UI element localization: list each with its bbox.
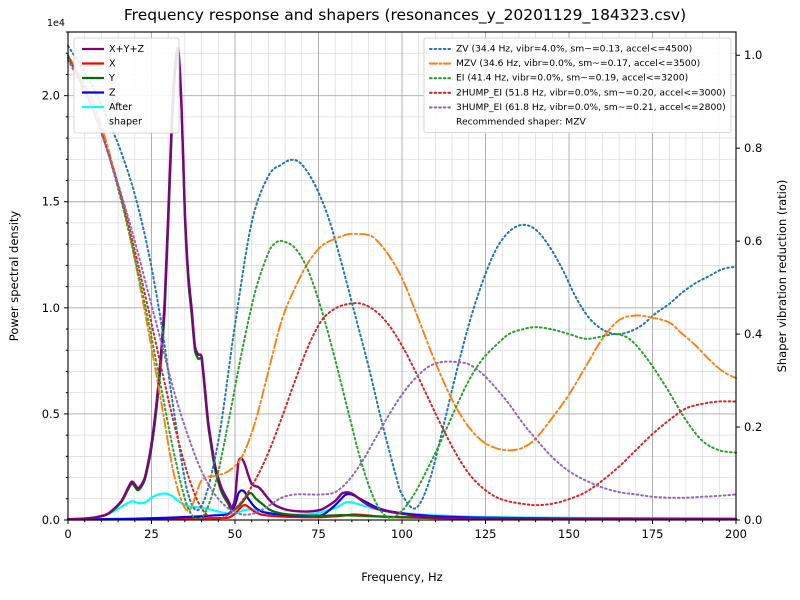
legend-left-label: X+Y+Z — [109, 44, 145, 55]
y-tick-label: 1.0 — [42, 301, 60, 315]
y-tick-label-right: 0.2 — [744, 420, 762, 434]
x-axis-label: Frequency, Hz — [361, 570, 442, 584]
shaper-curves-layer — [67, 44, 737, 521]
legend-left[interactable]: X+Y+Z XYZ After shaper — [73, 37, 180, 134]
x-tick-label: 0 — [64, 527, 71, 541]
y-axis-label-right: Shaper vibration reduction (ratio) — [775, 180, 789, 373]
legend-left-label: After — [109, 102, 132, 113]
y-tick-label-right: 0.4 — [744, 327, 762, 341]
legend-right-box — [423, 37, 732, 133]
y-tick-label: 0.5 — [42, 407, 60, 421]
shaper-curve-mzv — [67, 54, 737, 512]
legend-left-label: Y — [108, 73, 115, 84]
recommended-shaper-label: Recommended shaper: MZV — [456, 117, 586, 128]
x-tick-label: 200 — [725, 527, 747, 541]
x-tick-label: 50 — [228, 527, 243, 541]
x-tick-label: 125 — [475, 527, 497, 541]
legend-right-label: ZV (34.4 Hz, vibr=4.0%, sm~=0.13, accel<… — [456, 44, 692, 55]
y-tick-label: 0.0 — [42, 513, 60, 527]
legend-right-label: 2HUMP_EI (51.8 Hz, vibr=0.0%, sm~=0.20, … — [456, 87, 726, 98]
x-tick-label: 150 — [558, 527, 580, 541]
y-tick-label: 2.0 — [42, 89, 60, 103]
y-tick-label-right: 0.6 — [744, 234, 762, 248]
y-tick-label-right: 1.0 — [744, 48, 762, 62]
x-tick-label: 100 — [391, 527, 413, 541]
y-tick-label-right: 0.0 — [744, 513, 762, 527]
y-axis-offset-label: 1e4 — [47, 18, 65, 29]
shaper-curve-3hump_ei — [67, 58, 737, 516]
legend-left-label: Z — [109, 88, 116, 99]
y-tick-label: 1.5 — [42, 195, 60, 209]
x-tick-label: 75 — [311, 527, 326, 541]
legend-right-label: EI (41.4 Hz, vibr=0.0%, sm~=0.19, accel<… — [456, 73, 688, 84]
x-tick-label: 175 — [642, 527, 664, 541]
psd-curve-z — [66, 489, 738, 521]
legend-right-label: MZV (34.6 Hz, vibr=0.0%, sm~=0.17, accel… — [456, 58, 700, 69]
axis-ticks: 0 25 50 75 100 125 150 175 2000.00.51.01.52.00.0… — [42, 31, 762, 541]
shaper-curve-ei — [67, 54, 737, 521]
shaper-curve-2hump_ei — [67, 56, 737, 521]
x-tick-label: 25 — [144, 527, 159, 541]
legend-right[interactable]: ZV (34.4 Hz, vibr=4.0%, sm~=0.13, accel<… — [423, 37, 732, 133]
legend-left-box — [73, 37, 180, 134]
page-title: Frequency response and shapers (resonanc… — [124, 6, 686, 25]
legend-left-label: X — [109, 59, 116, 70]
y-tick-label-right: 0.8 — [744, 141, 762, 155]
shaper-curve-zv — [67, 44, 737, 512]
y-axis-label: Power spectral density — [7, 211, 21, 342]
legend-right-label: 3HUMP_EI (61.8 Hz, vibr=0.0%, sm~=0.21, … — [456, 102, 726, 113]
legend-left-label: shaper — [109, 117, 142, 128]
